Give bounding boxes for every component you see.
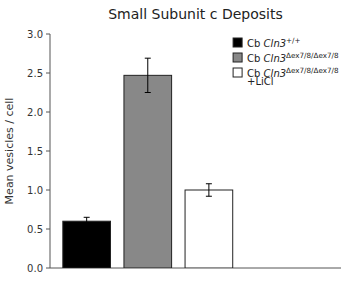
legend-swatch: [233, 53, 242, 62]
y-tick-label: 0.5: [27, 224, 43, 235]
error-bar: [145, 58, 151, 92]
plot-area: [63, 58, 233, 268]
error-bar: [206, 184, 212, 196]
y-axis: [50, 34, 51, 268]
error-bar: [84, 217, 90, 225]
legend-swatch: [233, 68, 242, 77]
legend-sup: Δex7/8/Δex7/8: [286, 51, 339, 60]
y-tick-label: 2.0: [27, 107, 43, 118]
y-tick: [46, 73, 50, 74]
error-line: [86, 217, 87, 225]
legend-label: Cb Cln3+/+: [247, 36, 300, 49]
y-tick-label: 2.5: [27, 68, 43, 79]
legend-gene: Cln3: [264, 53, 286, 64]
bar: [124, 75, 172, 268]
chart: Small Subunit c Deposits Mean vesicles / …: [0, 0, 351, 285]
error-cap: [145, 92, 151, 93]
error-cap: [206, 196, 212, 197]
legend: Cb Cln3+/+Cb Cln3Δex7/8/Δex7/8Cb Cln3Δex…: [233, 36, 339, 87]
error-line: [208, 184, 209, 196]
y-axis-label: Mean vesicles / cell: [3, 98, 16, 205]
y-tick-label: 0.0: [27, 263, 43, 274]
legend-line: +LiCl: [247, 76, 274, 87]
error-cap: [145, 58, 151, 59]
y-tick: [46, 34, 50, 35]
legend-sup: +/+: [286, 36, 300, 45]
y-tick: [46, 112, 50, 113]
background: [0, 0, 351, 285]
title: Small Subunit c Deposits: [108, 6, 283, 22]
y-tick-label: 1.0: [27, 185, 43, 196]
error-cap: [84, 225, 90, 226]
y-tick: [46, 190, 50, 191]
y-tick-label: 3.0: [27, 29, 43, 40]
bar: [63, 221, 111, 268]
error-line: [147, 58, 148, 92]
error-cap: [84, 217, 90, 218]
legend-label: Cb Cln3Δex7/8/Δex7/8+LiCl: [247, 66, 339, 87]
bar: [185, 190, 233, 268]
y-tick: [46, 268, 50, 269]
legend-line: Cb: [247, 38, 264, 49]
y-tick: [46, 229, 50, 230]
legend-sup: Δex7/8/Δex7/8: [286, 66, 339, 75]
error-cap: [206, 183, 212, 184]
legend-swatch: [233, 38, 242, 47]
legend-gene: Cln3: [264, 38, 286, 49]
y-tick-label: 1.5: [27, 146, 43, 157]
legend-line: Cb: [247, 53, 264, 64]
legend-label: Cb Cln3Δex7/8/Δex7/8: [247, 51, 339, 64]
y-tick: [46, 151, 50, 152]
